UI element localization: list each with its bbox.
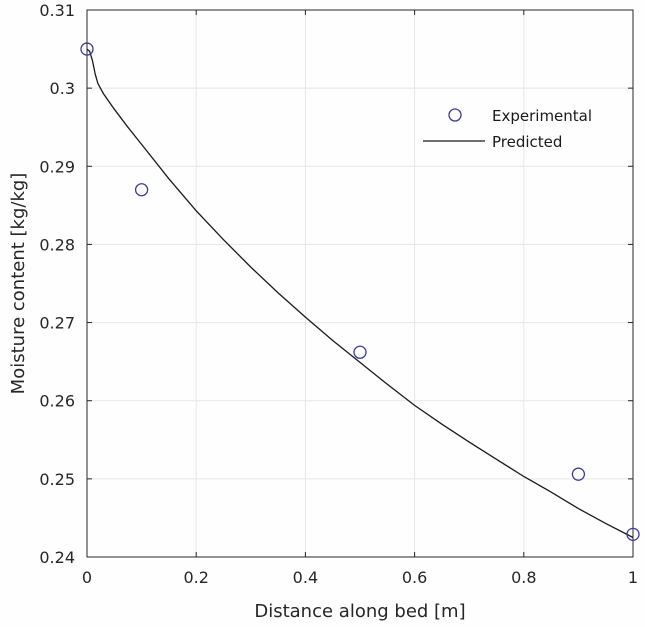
y-tick-label: 0.29 <box>39 157 75 176</box>
y-tick-label: 0.28 <box>39 235 75 254</box>
x-axis-label: Distance along bed [m] <box>254 601 465 622</box>
y-tick-label: 0.25 <box>39 470 75 489</box>
experimental-point <box>571 467 586 481</box>
x-tick-label: 0.8 <box>511 568 536 587</box>
y-tick-labels: 0.24 0.25 0.26 0.27 0.28 0.29 0.3 0.31 <box>39 1 75 567</box>
y-axis-label: Moisture content [kg/kg] <box>8 173 29 395</box>
experimental-point <box>134 183 149 197</box>
y-tick-label: 0.26 <box>39 392 75 411</box>
x-tick-label: 0.2 <box>183 568 208 587</box>
plot-frame <box>86 9 634 558</box>
ticks <box>86 9 634 558</box>
legend: Experimental Predicted <box>423 107 592 151</box>
x-tick-label: 0.6 <box>402 568 427 587</box>
experimental-point <box>353 345 367 359</box>
predicted-line <box>86 48 634 539</box>
y-tick-label: 0.27 <box>39 314 75 333</box>
y-tick-label: 0.24 <box>39 548 75 567</box>
x-tick-label: 0.4 <box>293 568 318 587</box>
x-tick-label: 0 <box>82 568 92 587</box>
experimental-point <box>80 42 94 56</box>
x-tick-labels: 0 0.2 0.4 0.6 0.8 1 <box>82 568 638 587</box>
legend-predicted-label: Predicted <box>492 133 562 151</box>
experimental-markers <box>80 42 640 541</box>
x-tick-label: 1 <box>628 568 638 587</box>
legend-experimental-label: Experimental <box>492 107 592 125</box>
experimental-point <box>626 527 640 541</box>
legend-experimental-marker <box>448 108 462 122</box>
grid <box>87 10 633 557</box>
y-tick-label: 0.3 <box>50 79 75 98</box>
y-tick-label: 0.31 <box>39 1 75 20</box>
